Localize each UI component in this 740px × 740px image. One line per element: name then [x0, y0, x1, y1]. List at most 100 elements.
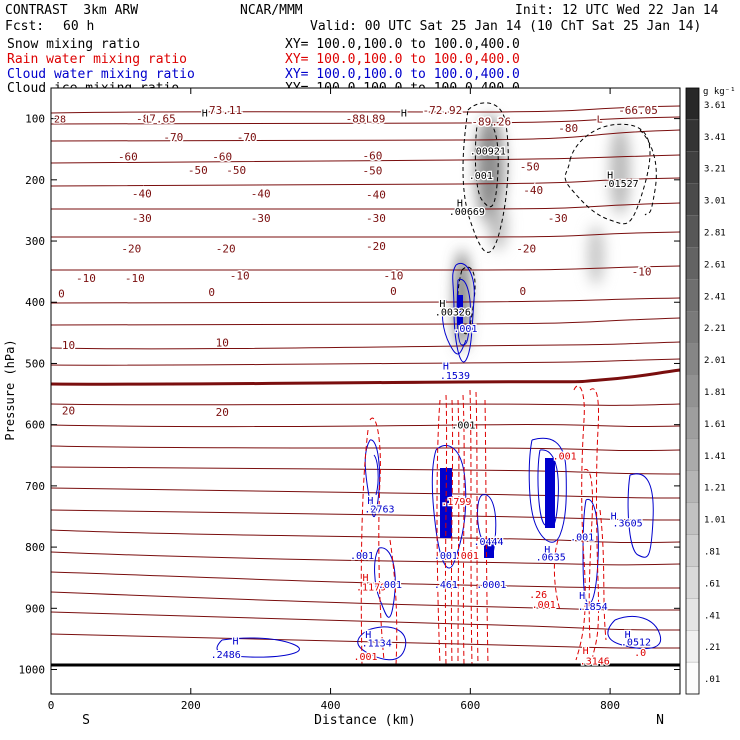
axis-ticks: 0 200 400 600 800100200300400500600700800900… [19, 88, 680, 712]
temperature-label: -10 [384, 269, 404, 282]
value-annotation: .001 [434, 551, 458, 562]
field-name-snow: Snow mixing ratio [7, 37, 141, 52]
field-xy-snow: XY= 100.0,100.0 to 100.0,400.0 [285, 37, 520, 52]
header-org: NCAR/MMM [240, 3, 303, 18]
temperature-label: -40 [366, 189, 386, 202]
colorbar-swatch [685, 470, 700, 503]
temperature-label: -40 [251, 187, 271, 200]
value-annotation: .001 [553, 451, 577, 462]
value-annotation: H [401, 108, 407, 119]
colorbar-swatch [685, 534, 700, 567]
y-tick-label: 1000 [19, 664, 46, 677]
rain-contour [599, 509, 607, 641]
temperature-label: -89.26 [471, 116, 511, 129]
temperature-label: -60 [212, 151, 232, 164]
colorbar-swatch [685, 566, 700, 599]
value-annotation: .001 [532, 600, 556, 611]
field-xy-rain: XY= 100.0,100.0 to 100.0,400.0 [285, 52, 520, 67]
temperature-label: -10 [125, 272, 145, 285]
cloud-water-core [484, 540, 494, 558]
isotherm-line [50, 403, 681, 406]
temperature-label: -80 [558, 122, 578, 135]
isotherm-line [50, 154, 681, 164]
colorbar-label: .41 [704, 611, 720, 621]
colorbar-label: 3.41 [704, 133, 726, 143]
temperature-label: -50 [188, 164, 208, 177]
value-annotation: H [365, 630, 371, 641]
temperature-label: 10 [216, 337, 229, 350]
temperature-label: -50 [226, 164, 246, 177]
value-annotation: .001 [350, 551, 374, 562]
colorbar-label: 2.41 [704, 292, 726, 302]
ice-contour [474, 118, 499, 208]
temperature-label: -30 [366, 212, 386, 225]
colorbar-swatch [685, 661, 700, 695]
value-annotation: .0444 [473, 537, 503, 548]
snow-blob-5 [588, 225, 604, 285]
temperature-label: -20 [216, 242, 236, 255]
zero-isotherm [50, 368, 681, 386]
cloud-water-core [545, 458, 555, 528]
value-annotation: .1179 [356, 582, 386, 593]
value-annotation: .1539 [440, 371, 470, 382]
value-annotation: .00669 [449, 207, 485, 218]
rain-contour [450, 399, 454, 666]
temperature-label: 10 [62, 339, 75, 352]
value-annotation: H [625, 630, 631, 641]
isotherm-line [50, 358, 681, 366]
value-annotation: .001 [469, 171, 493, 182]
colorbar-swatch [685, 247, 700, 280]
value-annotation: H [443, 361, 449, 372]
colorbar-label: 1.01 [704, 516, 726, 526]
value-annotation: .2763 [364, 505, 394, 516]
temperature-label: -20 [121, 242, 141, 255]
annotation-labels: L L LH H28.00921.001 H.01527H.00669H.00326.0… [53, 107, 653, 668]
value-annotation: .001 [353, 652, 377, 663]
temperature-label: -73.11 [202, 104, 242, 117]
value-annotation: H [544, 545, 550, 556]
colorbar-label: 2.61 [704, 260, 726, 270]
y-tick-label: 800 [25, 541, 45, 554]
rain-contour [360, 429, 369, 666]
isotherm-line [50, 633, 681, 649]
isotherm-line [51, 202, 681, 210]
value-annotation: H [362, 573, 368, 584]
colorbar-swatch [685, 406, 700, 439]
isotherm-line [50, 445, 681, 452]
colorbar-swatch [685, 598, 700, 631]
value-annotation: H [232, 637, 238, 648]
isotherm-line [50, 129, 681, 142]
value-annotation: L [146, 115, 152, 126]
y-axis-label: Pressure (hPa) [3, 339, 17, 440]
rain-contour [369, 417, 385, 661]
colorbar-label: .01 [704, 675, 720, 685]
temperature-label: -72.92 [423, 104, 463, 117]
x-tick-label: 600 [460, 699, 480, 712]
rain-contour [573, 385, 586, 661]
rain-contour [462, 394, 465, 666]
temperature-label: 0 [208, 286, 215, 299]
colorbar-label: .61 [704, 579, 720, 589]
isotherm-line [50, 105, 681, 114]
rain-contour [484, 399, 489, 666]
temperature-label: -87.65 [136, 113, 176, 126]
colorbar-swatch [685, 502, 700, 535]
temperature-label: 0 [519, 285, 526, 298]
colorbar: g kg⁻¹ 3.61 3.41 3.21 3.01 2.81 2.61 2.41 2.21 2… [685, 87, 736, 695]
value-annotation: .0001 [476, 580, 506, 591]
colorbar-label: .81 [704, 547, 720, 557]
x-axis-label: Distance (km) [314, 713, 416, 728]
ice-contour [462, 102, 509, 253]
colorbar-swatch [685, 215, 700, 248]
rain-water-contours [360, 385, 607, 666]
y-tick-label: 100 [25, 113, 45, 126]
temperature-label: -70 [163, 131, 183, 144]
colorbar-swatch [685, 151, 700, 184]
cloud-water-contour [627, 473, 654, 558]
colorbar-label: 1.61 [704, 420, 726, 430]
isotherm-line [50, 116, 681, 125]
isotherm-line [51, 231, 681, 238]
cloud-water-contour [442, 299, 467, 355]
value-annotation: .26 [529, 590, 547, 601]
colorbar-unit: g kg⁻¹ [703, 87, 736, 97]
